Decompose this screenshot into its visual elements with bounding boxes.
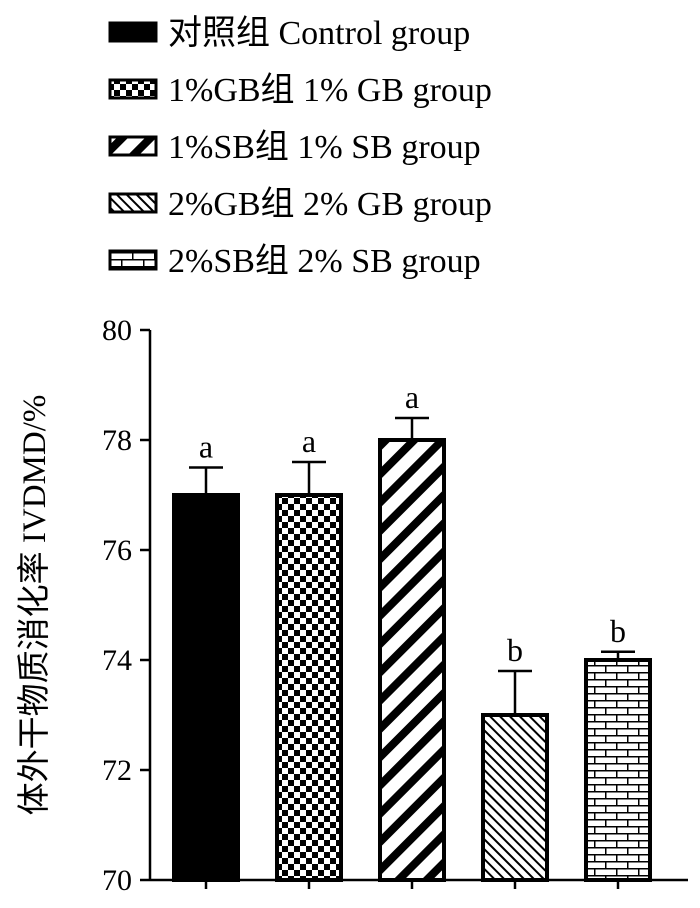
legend-item: 2%GB组 2% GB group bbox=[108, 185, 492, 223]
y-tick-label: 74 bbox=[102, 644, 132, 677]
y-tick-label: 76 bbox=[102, 534, 132, 567]
bar bbox=[378, 438, 446, 882]
bar bbox=[172, 493, 240, 882]
legend-item: 对照组 Control group bbox=[108, 14, 470, 52]
significance-label: b bbox=[507, 632, 523, 668]
legend-item: 1%GB组 1% GB group bbox=[108, 71, 492, 109]
bar bbox=[584, 658, 652, 882]
legend-item: 1%SB组 1% SB group bbox=[108, 128, 481, 166]
legend-label: 2%GB组 2% GB group bbox=[168, 185, 492, 223]
y-ticks: 70 72 74 76 78 80 bbox=[102, 314, 150, 897]
legend-label: 1%SB组 1% SB group bbox=[168, 128, 481, 166]
legend-swatch bbox=[108, 135, 158, 157]
significance-label: a bbox=[405, 379, 419, 415]
bar bbox=[275, 493, 343, 882]
significance-label: a bbox=[199, 429, 213, 465]
y-tick-label: 78 bbox=[102, 424, 132, 457]
bar-group: a bbox=[378, 379, 446, 882]
y-tick-label: 80 bbox=[102, 314, 132, 347]
bars: a a a b b bbox=[172, 379, 652, 882]
bar-group: a bbox=[275, 423, 343, 882]
bar bbox=[481, 713, 549, 882]
bar-group: a bbox=[172, 429, 240, 882]
legend-swatch bbox=[108, 249, 158, 271]
axes: 70 72 74 76 78 80 bbox=[102, 314, 688, 897]
legend-swatch bbox=[108, 78, 158, 100]
bar-group: b bbox=[481, 632, 549, 882]
significance-label: a bbox=[302, 423, 316, 459]
legend-item: 2%SB组 2% SB group bbox=[108, 242, 481, 280]
legend-label: 2%SB组 2% SB group bbox=[168, 242, 481, 280]
y-tick-label: 70 bbox=[102, 864, 132, 897]
significance-label: b bbox=[610, 613, 626, 649]
legend: 对照组 Control group 1%GB组 1% GB group 1%SB组 … bbox=[108, 14, 492, 280]
legend-label: 对照组 Control group bbox=[168, 14, 470, 52]
legend-swatch bbox=[108, 192, 158, 214]
legend-swatch bbox=[108, 21, 158, 43]
y-tick-label: 72 bbox=[102, 754, 132, 787]
y-axis-label: 体外干物质消化率 IVDMD/% bbox=[16, 395, 53, 816]
bar-group: b bbox=[584, 613, 652, 882]
legend-label: 1%GB组 1% GB group bbox=[168, 71, 492, 109]
